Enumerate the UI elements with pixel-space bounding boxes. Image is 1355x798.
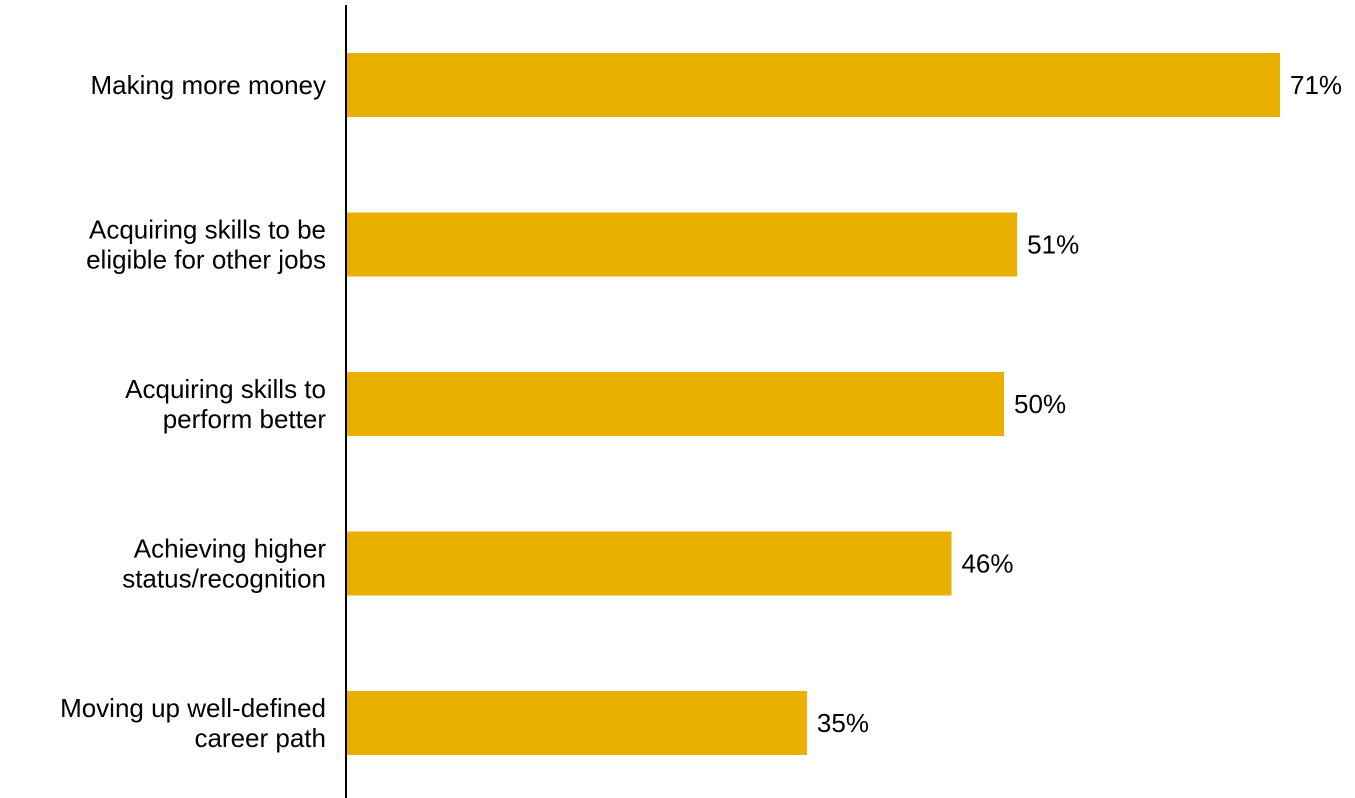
category-label-line: status/recognition	[122, 564, 326, 594]
category-labels-group: Making more money Acquiring skills to be e…	[60, 70, 326, 753]
bars-group	[347, 53, 1280, 755]
category-label-3: Achieving higher status/recognition	[122, 534, 326, 594]
category-label-2: Acquiring skills to perform better	[125, 374, 326, 434]
value-label-1: 51%	[1027, 230, 1079, 260]
category-label-0: Making more money	[90, 70, 326, 100]
category-label-line: perform better	[163, 404, 327, 434]
value-labels-group: 71% 51% 50% 46% 35%	[817, 70, 1342, 738]
category-label-line: career path	[194, 723, 326, 753]
value-label-4: 35%	[817, 708, 869, 738]
value-label-0: 71%	[1290, 70, 1342, 100]
bar-2	[347, 372, 1005, 436]
category-label-line: Making more money	[90, 70, 326, 100]
bar-3	[347, 531, 952, 596]
bar-0	[347, 53, 1280, 117]
category-label-4: Moving up well-defined career path	[60, 693, 326, 753]
category-label-line: Achieving higher	[134, 534, 327, 564]
category-label-line: Acquiring skills to	[125, 374, 326, 404]
value-label-2: 50%	[1014, 389, 1066, 419]
category-label-line: Acquiring skills to be	[89, 215, 326, 245]
category-label-1: Acquiring skills to be eligible for other…	[86, 215, 326, 275]
bar-1	[347, 212, 1018, 277]
value-label-3: 46%	[961, 549, 1013, 579]
bar-4	[347, 691, 807, 755]
category-label-line: Moving up well-defined	[60, 693, 326, 723]
category-label-line: eligible for other jobs	[86, 245, 326, 275]
